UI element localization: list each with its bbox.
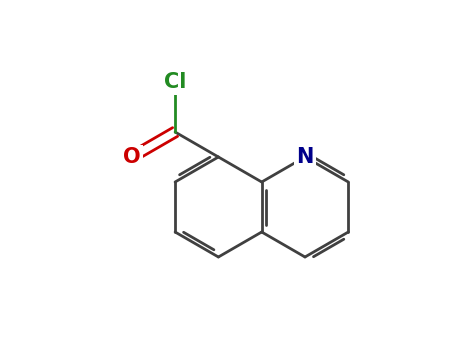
Text: Cl: Cl — [164, 72, 186, 92]
Text: O: O — [123, 147, 141, 167]
Text: N: N — [296, 147, 313, 167]
